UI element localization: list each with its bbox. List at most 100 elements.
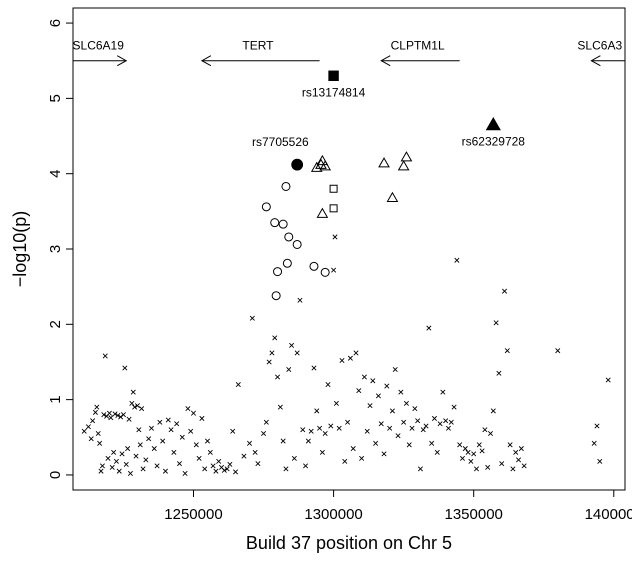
cross-point	[113, 458, 119, 464]
open-circle-point	[278, 219, 288, 229]
cross-point	[319, 449, 325, 455]
cross-point	[417, 466, 423, 472]
cross-point	[381, 451, 387, 457]
cross-point	[345, 419, 351, 425]
cross-point	[454, 257, 460, 263]
cross-point	[151, 446, 157, 452]
cross-point	[85, 424, 91, 430]
y-tick-label: 2	[47, 320, 64, 328]
cross-point	[331, 267, 337, 273]
cross-point	[193, 442, 199, 448]
cross-point	[185, 406, 191, 412]
cross-point	[171, 449, 177, 455]
cross-point	[120, 412, 126, 418]
cross-point	[230, 428, 236, 434]
cross-point	[395, 433, 401, 439]
open-triangle-point	[378, 157, 390, 168]
cross-point	[501, 288, 508, 294]
gene-arrowhead	[590, 55, 601, 67]
open-circle-point	[273, 267, 283, 277]
x-tick-label: 1250000	[164, 506, 222, 523]
cross-point	[109, 464, 115, 470]
cross-point	[90, 418, 96, 424]
cross-point	[112, 411, 118, 417]
cross-point	[105, 455, 111, 461]
cross-point	[487, 430, 494, 437]
filled-circle-point	[291, 158, 304, 171]
cross-point	[101, 412, 107, 418]
cross-point	[389, 408, 395, 414]
cross-point	[325, 382, 331, 388]
cross-point	[94, 404, 100, 410]
cross-point	[291, 455, 297, 461]
cross-point	[92, 409, 98, 415]
cross-point	[555, 348, 561, 354]
x-axis-label: Build 37 position on Chr 5	[246, 533, 452, 553]
cross-point	[106, 410, 112, 416]
cross-point	[305, 438, 311, 444]
cross-point	[333, 400, 339, 406]
cross-point	[420, 427, 426, 433]
cross-point	[591, 440, 597, 446]
cross-point	[507, 442, 513, 448]
cross-point	[232, 469, 239, 475]
cross-point	[174, 421, 180, 427]
gene-label: SLC6A3	[577, 39, 622, 53]
cross-point	[137, 442, 143, 448]
cross-point	[350, 446, 356, 452]
cross-point	[403, 400, 409, 406]
y-tick-label: 3	[47, 245, 64, 253]
open-triangle-point	[319, 160, 332, 171]
snp-label: rs13174814	[302, 85, 366, 99]
cross-point	[406, 442, 412, 448]
open-circle-point	[261, 202, 271, 212]
open-triangle-point	[316, 207, 329, 218]
cross-point	[412, 406, 418, 412]
cross-point	[130, 389, 136, 395]
cross-point	[426, 325, 432, 331]
cross-point	[134, 403, 140, 409]
cross-point	[392, 366, 398, 373]
open-circle-point	[281, 181, 291, 191]
cross-point	[347, 355, 353, 361]
open-circle-point	[271, 291, 281, 301]
cross-point	[179, 434, 185, 440]
cross-point	[311, 365, 317, 371]
cross-point	[202, 466, 208, 472]
cross-point	[111, 449, 117, 455]
cross-point	[99, 463, 105, 469]
cross-point	[88, 436, 94, 442]
cross-point	[521, 463, 527, 469]
cross-point	[280, 438, 286, 444]
open-circle-point	[309, 261, 319, 271]
cross-point	[322, 430, 328, 437]
open-square-point	[329, 184, 338, 193]
cross-point	[510, 466, 516, 472]
cross-point	[594, 423, 600, 429]
cross-point	[373, 440, 379, 446]
cross-point	[504, 348, 510, 354]
cross-point	[269, 350, 275, 356]
cross-point	[95, 430, 101, 437]
cross-point	[476, 442, 482, 448]
cross-point	[272, 335, 278, 341]
x-tick-label: 1300000	[304, 506, 362, 523]
cross-point	[409, 425, 415, 431]
cross-point	[468, 458, 474, 464]
x-tick-label: 1350000	[444, 506, 502, 523]
cross-point	[443, 418, 449, 424]
cross-point	[140, 466, 146, 472]
cross-point	[465, 449, 471, 455]
open-triangle-point	[397, 160, 410, 171]
cross-point	[102, 353, 108, 359]
y-tick-label: 6	[47, 19, 64, 27]
cross-point	[496, 370, 502, 376]
cross-point	[266, 359, 272, 365]
cross-point	[224, 466, 230, 472]
y-axis: 0 1 2 3 4 5 6	[47, 19, 73, 479]
gene-arrowhead	[200, 55, 212, 67]
cross-point	[364, 428, 370, 434]
cross-point	[227, 461, 233, 467]
cross-point	[384, 383, 390, 389]
